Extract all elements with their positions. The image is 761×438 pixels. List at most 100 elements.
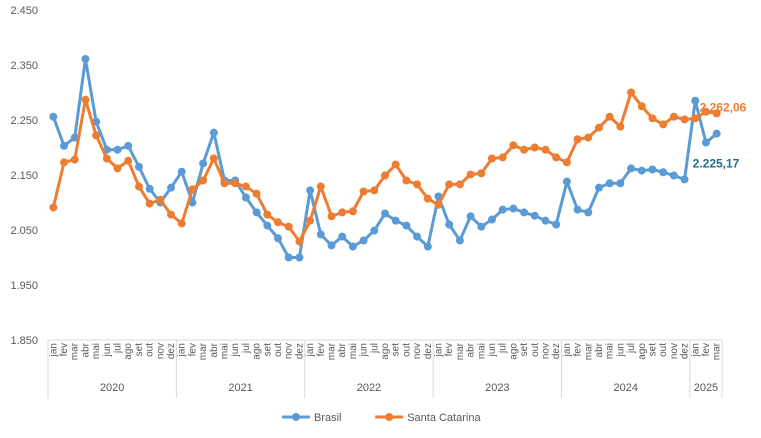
data-point-santa-catarina [49, 203, 58, 212]
x-tick-label: abr [466, 342, 477, 357]
data-point-brasil [391, 216, 400, 225]
x-tick-label: ago [252, 343, 263, 360]
x-tick-label: set [647, 343, 658, 357]
data-point-santa-catarina [712, 109, 721, 118]
data-point-brasil [241, 193, 250, 202]
x-tick-label: dez [294, 343, 305, 359]
data-point-brasil [541, 216, 550, 225]
x-tick-label: ago [123, 343, 134, 360]
data-point-brasil [252, 208, 261, 217]
x-tick-label: fev [187, 343, 198, 356]
data-point-santa-catarina [188, 185, 197, 194]
x-tick-label: jan [562, 343, 573, 357]
data-point-santa-catarina [637, 102, 646, 111]
data-point-santa-catarina [680, 115, 689, 124]
x-tick-label: dez [423, 343, 434, 359]
data-point-santa-catarina [338, 208, 347, 217]
data-point-santa-catarina [134, 182, 143, 191]
y-tick-label: 1.850 [10, 335, 38, 347]
data-point-santa-catarina [145, 199, 154, 208]
x-tick-label: nov [669, 343, 680, 359]
data-point-brasil [284, 253, 293, 262]
x-tick-label: mai [220, 343, 231, 359]
data-point-santa-catarina [284, 222, 293, 231]
data-point-brasil [177, 167, 186, 176]
x-tick-label: mai [91, 343, 102, 359]
data-point-santa-catarina [498, 153, 507, 162]
data-point-brasil [530, 211, 539, 220]
data-point-santa-catarina [167, 210, 176, 219]
data-point-santa-catarina [701, 107, 710, 116]
data-point-brasil [455, 236, 464, 245]
data-point-brasil [423, 242, 432, 251]
data-point-santa-catarina [370, 186, 379, 195]
x-tick-label: jun [230, 343, 241, 357]
data-point-santa-catarina [584, 133, 593, 142]
x-tick-label: abr [337, 342, 348, 357]
data-point-santa-catarina [434, 200, 443, 209]
data-point-santa-catarina [402, 176, 411, 185]
data-point-santa-catarina [70, 155, 79, 164]
data-point-santa-catarina [241, 182, 250, 191]
data-point-santa-catarina [209, 154, 218, 163]
series-line-santa-catarina [51, 91, 717, 244]
data-point-santa-catarina [177, 219, 186, 228]
data-point-brasil [124, 141, 133, 150]
data-point-brasil [594, 183, 603, 192]
data-point-santa-catarina [359, 187, 368, 196]
y-tick-label: 2.150 [10, 170, 38, 182]
x-tick-label: mar [455, 342, 466, 360]
data-point-brasil [573, 205, 582, 214]
series-line-brasil [51, 57, 718, 259]
legend-label-santa-catarina: Santa Catarina [407, 412, 481, 424]
year-label: 2025 [694, 382, 718, 394]
data-point-santa-catarina [274, 218, 283, 227]
data-point-santa-catarina [691, 114, 700, 123]
y-tick-label: 2.450 [10, 5, 38, 17]
data-point-santa-catarina [263, 210, 272, 219]
x-tick-label: set [262, 343, 273, 357]
data-point-brasil [49, 112, 58, 121]
data-point-brasil [498, 205, 507, 214]
x-tick-label: jul [369, 343, 380, 354]
data-point-brasil [659, 168, 668, 177]
x-tick-label: jun [615, 343, 626, 357]
data-point-brasil [669, 171, 678, 180]
x-tick-label: jun [102, 343, 113, 357]
x-tick-label: nov [412, 343, 423, 359]
data-point-brasil [70, 133, 79, 142]
data-point-brasil [691, 96, 700, 105]
data-point-santa-catarina [466, 170, 475, 179]
data-point-santa-catarina [669, 112, 678, 121]
data-point-brasil [81, 54, 90, 63]
x-tick-label: out [401, 343, 412, 357]
x-tick-label: jan [305, 343, 316, 357]
data-point-santa-catarina [92, 131, 101, 140]
data-point-brasil [167, 183, 176, 192]
data-point-brasil [648, 165, 657, 174]
data-point-brasil [348, 242, 357, 251]
data-point-santa-catarina [509, 141, 518, 150]
data-point-brasil [209, 128, 218, 137]
data-point-brasil [520, 208, 529, 217]
year-label: 2021 [228, 382, 252, 394]
x-tick-label: jun [487, 343, 498, 357]
data-point-santa-catarina [124, 156, 133, 165]
y-tick-label: 2.250 [10, 115, 38, 127]
data-point-brasil [306, 186, 315, 195]
x-tick-label: jan [48, 343, 59, 357]
data-point-brasil [445, 220, 454, 229]
legend-marker-santa-catarina [385, 413, 394, 421]
x-tick-label: mai [348, 343, 359, 359]
x-tick-label: set [519, 343, 530, 357]
x-tick-label: jul [241, 343, 252, 354]
x-tick-label: mar [198, 342, 209, 360]
data-point-brasil [680, 175, 689, 184]
legend-label-brasil: Brasil [314, 412, 342, 424]
data-point-brasil [145, 184, 154, 193]
data-point-santa-catarina [605, 112, 614, 121]
data-point-santa-catarina [381, 171, 389, 180]
data-point-santa-catarina [520, 145, 529, 154]
data-point-santa-catarina [81, 95, 90, 104]
data-label-santa-catarina: 2.262,06 [700, 100, 747, 114]
